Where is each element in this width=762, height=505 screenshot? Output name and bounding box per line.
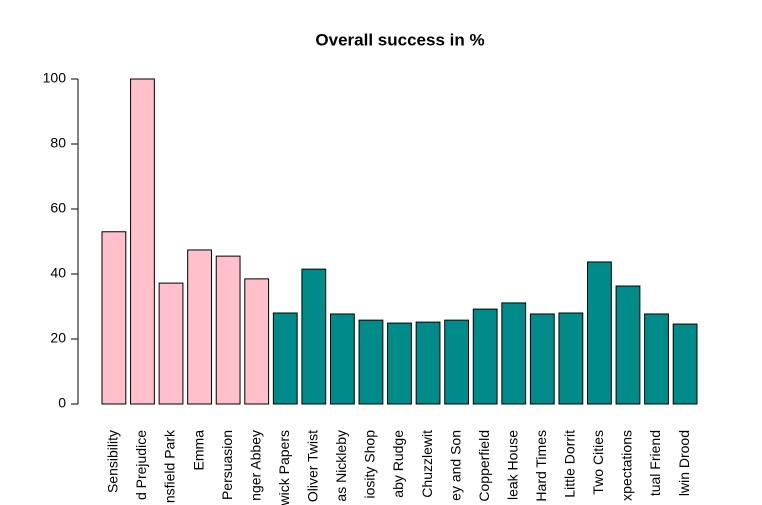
bar — [215, 255, 241, 405]
x-tick-label: Sensibility — [105, 430, 121, 493]
bar — [558, 312, 584, 405]
x-tick-label: as Nickleby — [333, 430, 349, 502]
bar — [672, 323, 698, 405]
bar — [101, 231, 127, 405]
bar — [415, 321, 441, 405]
bar — [615, 285, 641, 405]
x-tick-label: ey and Son — [447, 430, 463, 501]
bar — [358, 319, 384, 405]
x-tick-label: nsfield Park — [162, 429, 178, 503]
bar — [187, 249, 212, 405]
x-tick-label: Oliver Twist — [305, 430, 321, 502]
bar — [158, 282, 184, 405]
bar — [644, 313, 669, 405]
y-tick-label: 40 — [50, 265, 66, 281]
x-tick-label: tual Friend — [647, 430, 663, 496]
x-tick-label: iosity Shop — [362, 430, 378, 499]
y-tick-label: 20 — [50, 330, 66, 346]
x-tick-label: Emma — [190, 430, 206, 471]
x-tick-label: Chuzzlewit — [419, 430, 435, 498]
x-tick-label: Persuasion — [219, 430, 235, 500]
bar — [472, 308, 498, 405]
y-tick-label: 60 — [50, 200, 66, 216]
x-tick-label: Hard Times — [533, 430, 549, 502]
y-tick-label: 80 — [50, 135, 66, 151]
x-tick-label: wick Papers — [276, 430, 292, 505]
x-tick-label: Two Cities — [590, 430, 606, 495]
bar — [301, 268, 327, 405]
x-tick-label: d Prejudice — [133, 430, 149, 500]
x-tick-label: Copperfield — [476, 430, 492, 502]
x-tick-label: lwin Drood — [676, 430, 692, 496]
x-tick-label: Little Dorrit — [562, 430, 578, 498]
bar — [130, 78, 155, 405]
y-tick-label: 0 — [58, 395, 66, 411]
bar — [244, 278, 270, 405]
bar — [587, 261, 612, 405]
x-tick-label: aby Rudge — [390, 430, 406, 498]
bar — [387, 322, 412, 405]
x-tick-label: nger Abbey — [247, 430, 263, 501]
x-tick-label: xpectations — [619, 430, 635, 501]
bar — [501, 302, 527, 405]
x-tick-label: leak House — [504, 430, 520, 500]
chart-title: Overall success in % — [315, 30, 484, 49]
bar — [329, 313, 355, 405]
bar — [529, 313, 555, 405]
bar — [272, 312, 298, 405]
y-tick-label: 100 — [43, 70, 67, 86]
bar — [444, 319, 470, 405]
